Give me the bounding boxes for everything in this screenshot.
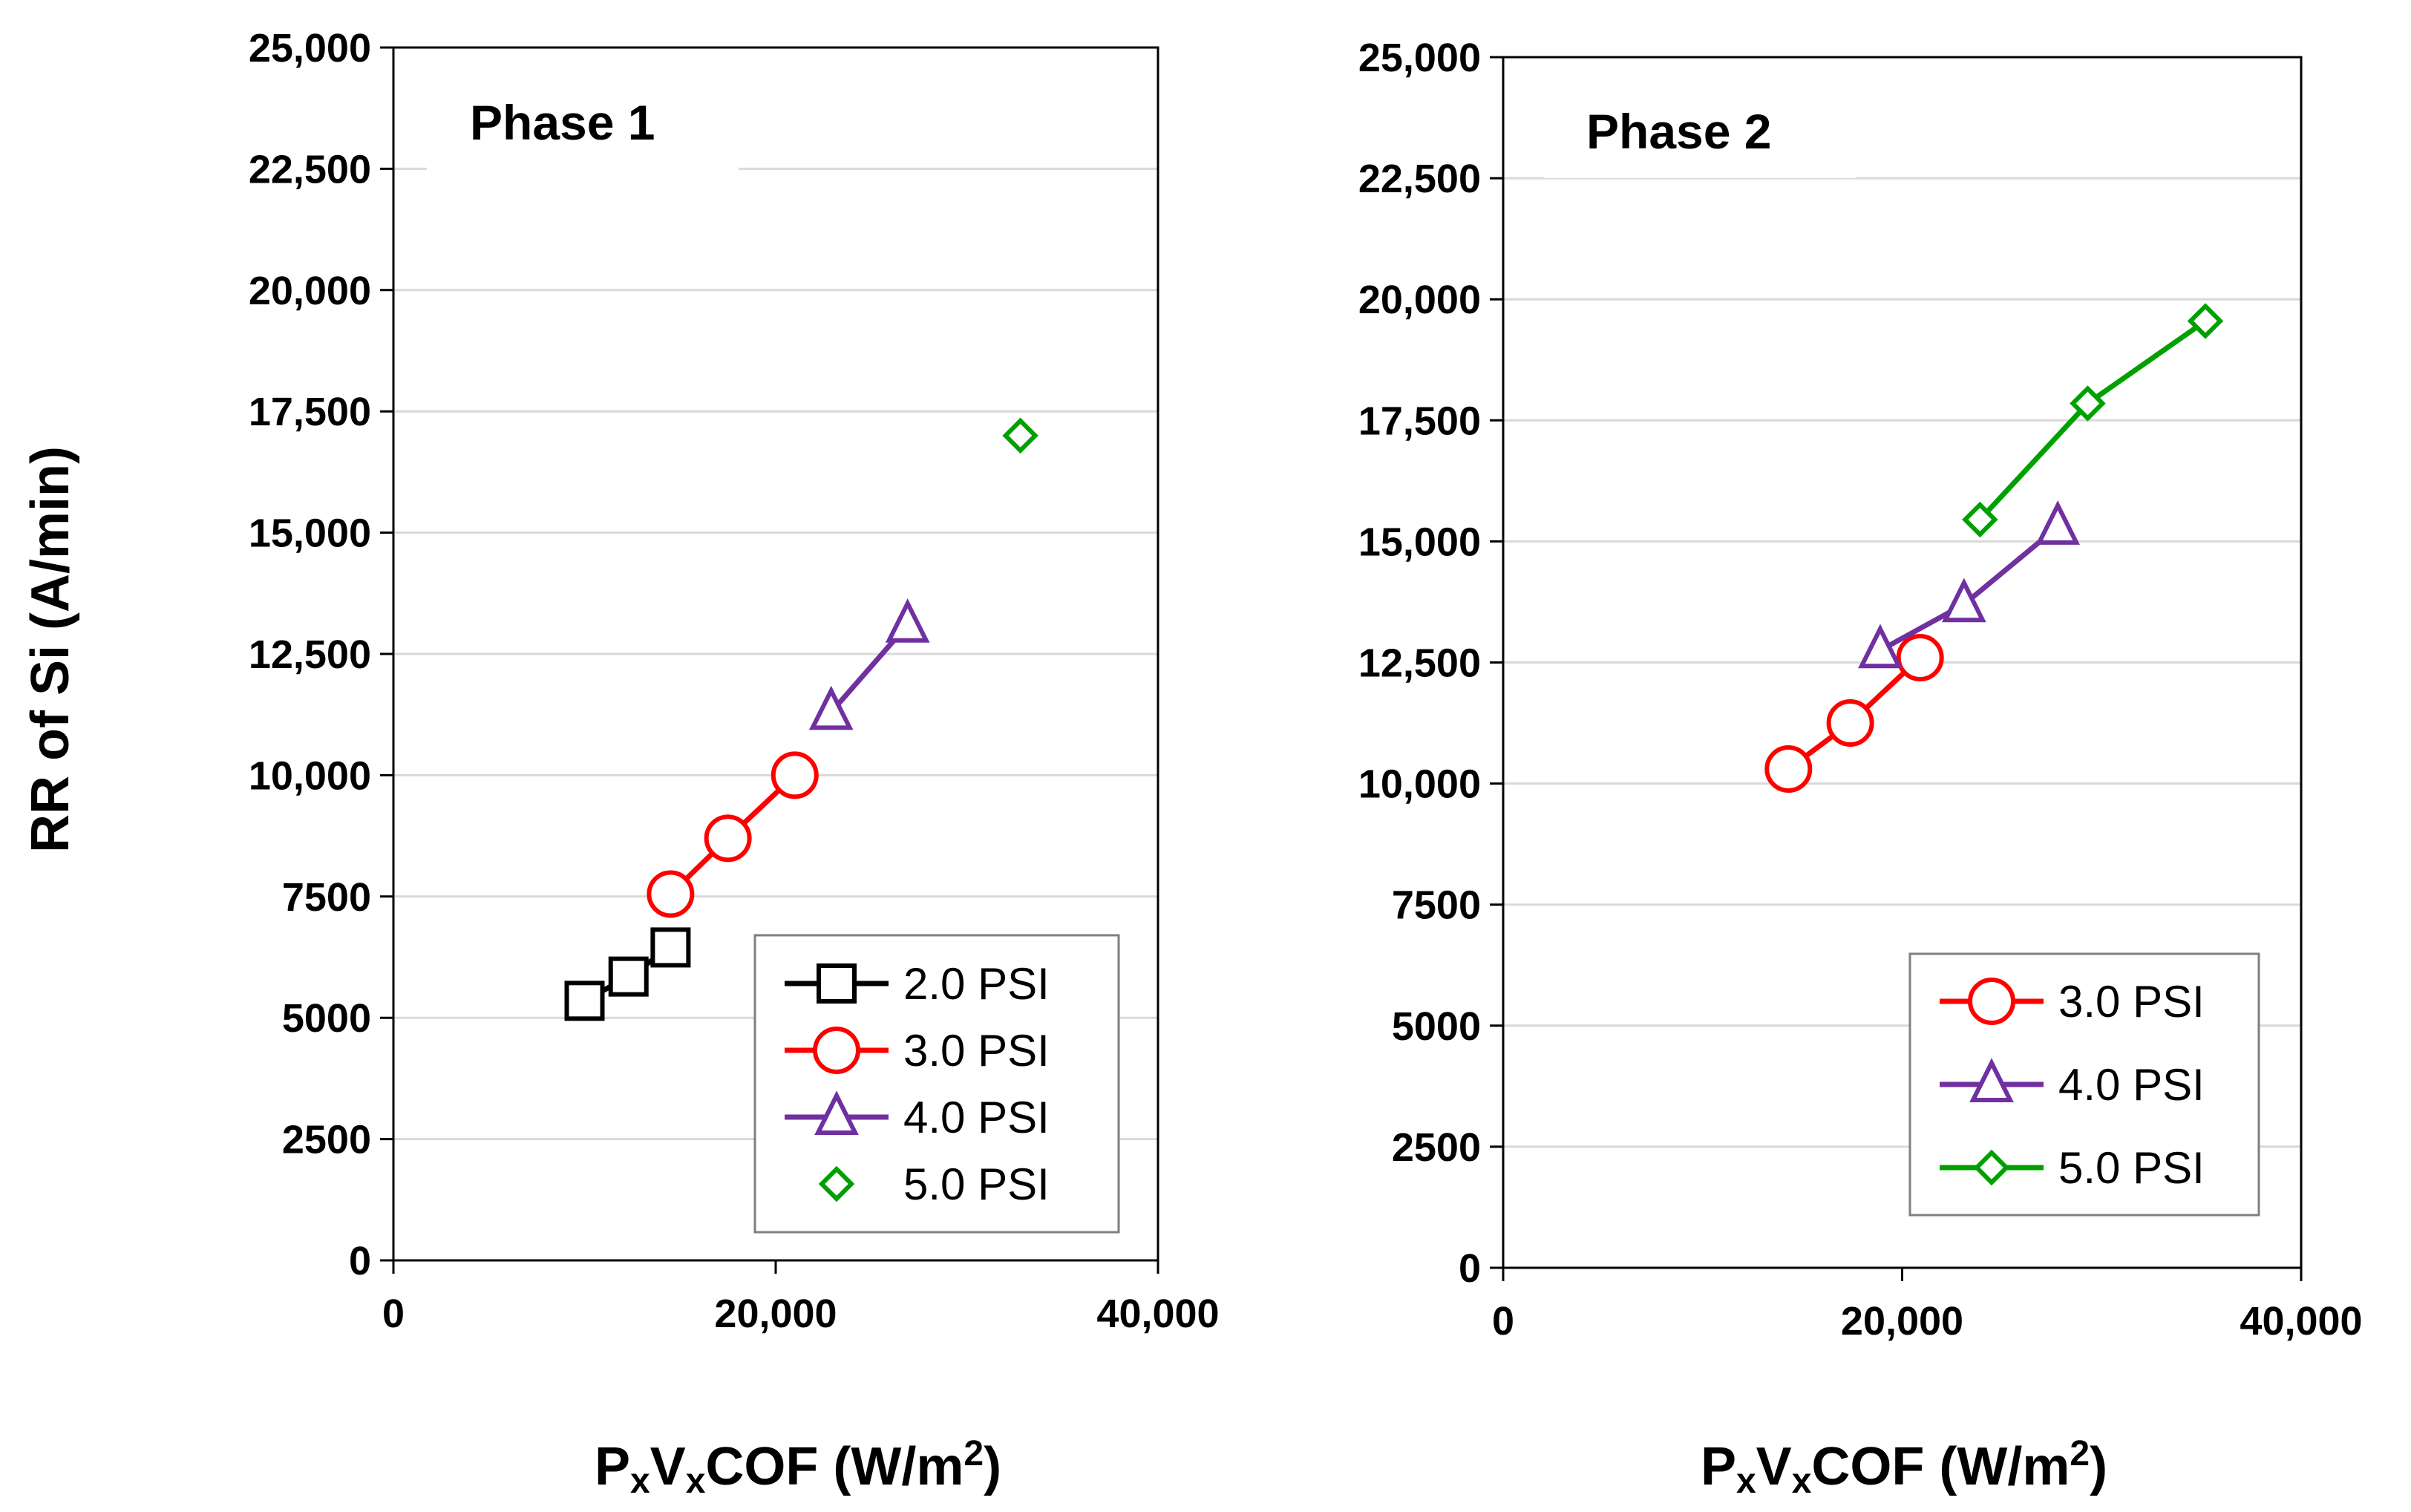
y-tick-label: 15,000: [1358, 520, 1481, 564]
data-point: [1764, 745, 1813, 793]
legend-item-3-0-psi: 3.0 PSI: [785, 1026, 1050, 1076]
x-tick-label: 40,000: [2240, 1299, 2362, 1344]
y-tick-label: 5000: [1392, 1004, 1481, 1049]
y-axis-label: RR of Si (A/min): [21, 446, 80, 853]
legend-marker: [1973, 1149, 2010, 1186]
legend-label: 3.0 PSI: [2058, 977, 2205, 1027]
y-tick-label: 5000: [282, 996, 371, 1041]
data-point: [1002, 417, 1038, 454]
x-tick-label: 0: [382, 1292, 405, 1336]
data-point: [704, 814, 752, 863]
series-4-0-psi: [1858, 500, 2080, 669]
series-5-0-psi: [1962, 303, 2224, 538]
grid-lines: [393, 167, 1158, 1141]
legend-label: 5.0 PSI: [2058, 1143, 2205, 1193]
data-point: [808, 685, 854, 730]
data-point: [1896, 633, 1944, 681]
y-tick-label: 10,000: [1358, 762, 1481, 807]
y-tick-labels: 0 2500 5000 7500 10,000 12,500 15,000 17,500 20,…: [1358, 36, 1503, 1291]
legend-item-3-0-psi: 3.0 PSI: [1940, 977, 2205, 1027]
y-tick-label: 12,500: [249, 632, 371, 677]
panel-title: Phase 2: [1586, 104, 1772, 159]
legend-marker: [813, 1027, 860, 1074]
legend-marker: [814, 1090, 859, 1135]
data-point: [1826, 699, 1874, 747]
series-5-0-psi: [1002, 417, 1038, 454]
y-tick-label: 15,000: [249, 511, 371, 556]
data-series: [1764, 303, 2224, 793]
legend-item-5-0-psi: 5.0 PSI: [1940, 1143, 2205, 1193]
legend-marker: [818, 1165, 855, 1202]
data-point: [608, 956, 649, 997]
data-point: [885, 598, 930, 643]
x-tick-label: 20,000: [714, 1292, 837, 1336]
y-tick-label: 2500: [282, 1118, 371, 1162]
x-axis-label: PxVxCOF (W/m2): [595, 1434, 1001, 1501]
legend-item-4-0-psi: 4.0 PSI: [785, 1090, 1050, 1142]
y-tick-label: 20,000: [1358, 278, 1481, 322]
y-tick-label: 2500: [1392, 1125, 1481, 1170]
panel-phase-2: Phase 2 0 2500 5000 7500 10,000 12,500 15,000 1…: [1358, 36, 2363, 1501]
data-point: [647, 870, 695, 918]
x-tick-labels: 0 20,000 40,000: [382, 1260, 1220, 1336]
y-tick-label: 10,000: [249, 753, 371, 798]
y-tick-label: 0: [1459, 1246, 1481, 1291]
x-tick-label: 20,000: [1841, 1299, 1963, 1344]
legend-marker: [1969, 1058, 2014, 1102]
data-point: [650, 927, 691, 968]
y-tick-label: 22,500: [1358, 157, 1481, 201]
y-tick-label: 7500: [1392, 883, 1481, 928]
data-point: [564, 981, 605, 1021]
y-tick-label: 17,500: [249, 390, 371, 434]
series-3-0-psi: [647, 751, 819, 918]
legend: 3.0 PSI 4.0 PSI 5.0 PSI: [1908, 952, 2260, 1217]
y-tick-labels: 0 2500 5000 7500 10,000 12,500 15,000 17,500 20,…: [249, 26, 393, 1283]
data-point: [1941, 577, 1986, 623]
data-point: [1962, 501, 1998, 538]
legend-item-2-0-psi: 2.0 PSI: [785, 959, 1050, 1009]
y-tick-label: 25,000: [1358, 36, 1481, 80]
data-point: [2187, 303, 2224, 339]
legend: 2.0 PSI 3.0 PSI 4.0 PSI 5.0 PSI: [753, 934, 1120, 1234]
data-point: [2070, 385, 2106, 422]
legend-item-5-0-psi: 5.0 PSI: [818, 1159, 1050, 1209]
series-2-0-psi: [564, 927, 691, 1021]
y-tick-label: 25,000: [249, 26, 371, 71]
legend-label: 3.0 PSI: [903, 1026, 1050, 1076]
legend-item-4-0-psi: 4.0 PSI: [1940, 1058, 2205, 1110]
title-background: [1544, 89, 1856, 178]
legend-label: 4.0 PSI: [2058, 1060, 2205, 1110]
x-tick-label: 40,000: [1096, 1292, 1219, 1336]
series-3-0-psi: [1764, 633, 1944, 793]
legend-label: 4.0 PSI: [903, 1093, 1050, 1142]
data-point: [771, 751, 819, 799]
y-tick-label: 22,500: [249, 147, 371, 192]
y-tick-label: 20,000: [249, 269, 371, 313]
series-4-0-psi: [808, 598, 930, 730]
panel-phase-1: Phase 1 0 2500 5000 7500 10,000 12,500 15,000 1…: [249, 26, 1220, 1501]
x-tick-label: 0: [1492, 1299, 1514, 1344]
legend-marker: [817, 963, 857, 1004]
x-axis-label: PxVxCOF (W/m2): [1701, 1434, 2107, 1501]
panel-title: Phase 1: [470, 95, 655, 150]
x-tick-labels: 0 20,000 40,000: [1492, 1268, 2363, 1344]
y-tick-label: 17,500: [1358, 399, 1481, 443]
legend-label: 5.0 PSI: [903, 1159, 1050, 1209]
y-tick-label: 7500: [282, 875, 371, 920]
legend-marker: [1968, 978, 2015, 1025]
y-tick-label: 12,500: [1358, 641, 1481, 686]
data-point: [1858, 624, 1903, 669]
legend-label: 2.0 PSI: [903, 959, 1050, 1009]
data-series: [564, 417, 1038, 1021]
y-tick-label: 0: [349, 1239, 371, 1283]
data-point: [2035, 500, 2080, 545]
title-background: [427, 82, 739, 171]
